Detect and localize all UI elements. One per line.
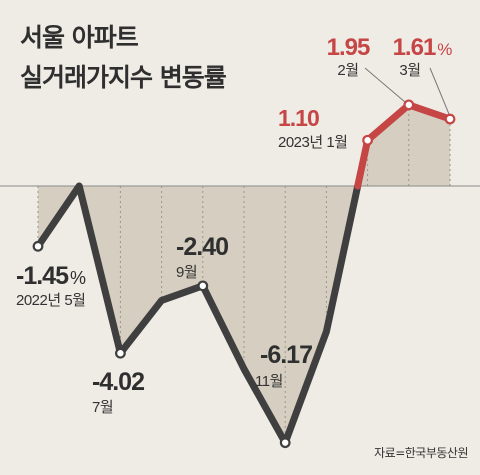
- data-label-date: 2023년 1월: [278, 134, 347, 151]
- data-label-value: 1.10: [278, 105, 319, 131]
- chart-title-line-2: 실거래가지수 변동률: [20, 63, 227, 92]
- leader-line-mar: [429, 67, 450, 115]
- data-label-date: 2월: [337, 62, 358, 79]
- data-label-unit: %: [70, 268, 86, 288]
- data-point: [403, 99, 415, 111]
- data-point: [197, 280, 209, 292]
- series-line-positive: [354, 101, 454, 190]
- data-label-value: 1.61%: [393, 34, 453, 61]
- chart-title-line-1: 서울 아파트: [20, 23, 139, 52]
- data-label-value: 1.95: [327, 34, 370, 61]
- data-label-value: -1.45%: [16, 262, 86, 290]
- leader-line-feb: [364, 67, 406, 103]
- data-label-unit: %: [437, 40, 452, 59]
- data-label-date: 3월: [399, 62, 420, 79]
- data-point: [362, 134, 374, 146]
- data-label-date: 2022년 5월: [16, 292, 85, 309]
- data-label-date: 11월: [255, 373, 283, 390]
- source-note: 자료=한국부동산원: [374, 446, 468, 460]
- data-point: [114, 347, 126, 359]
- data-point: [444, 113, 456, 125]
- data-label-date: 9월: [176, 264, 197, 281]
- data-label-date: 7월: [92, 399, 113, 416]
- data-label-value: -6.17: [260, 341, 312, 369]
- data-label-value: -2.40: [176, 233, 228, 261]
- data-point: [32, 240, 44, 252]
- data-label-value: -4.02: [92, 368, 144, 396]
- data-point: [279, 437, 291, 449]
- area-fill: [38, 104, 450, 443]
